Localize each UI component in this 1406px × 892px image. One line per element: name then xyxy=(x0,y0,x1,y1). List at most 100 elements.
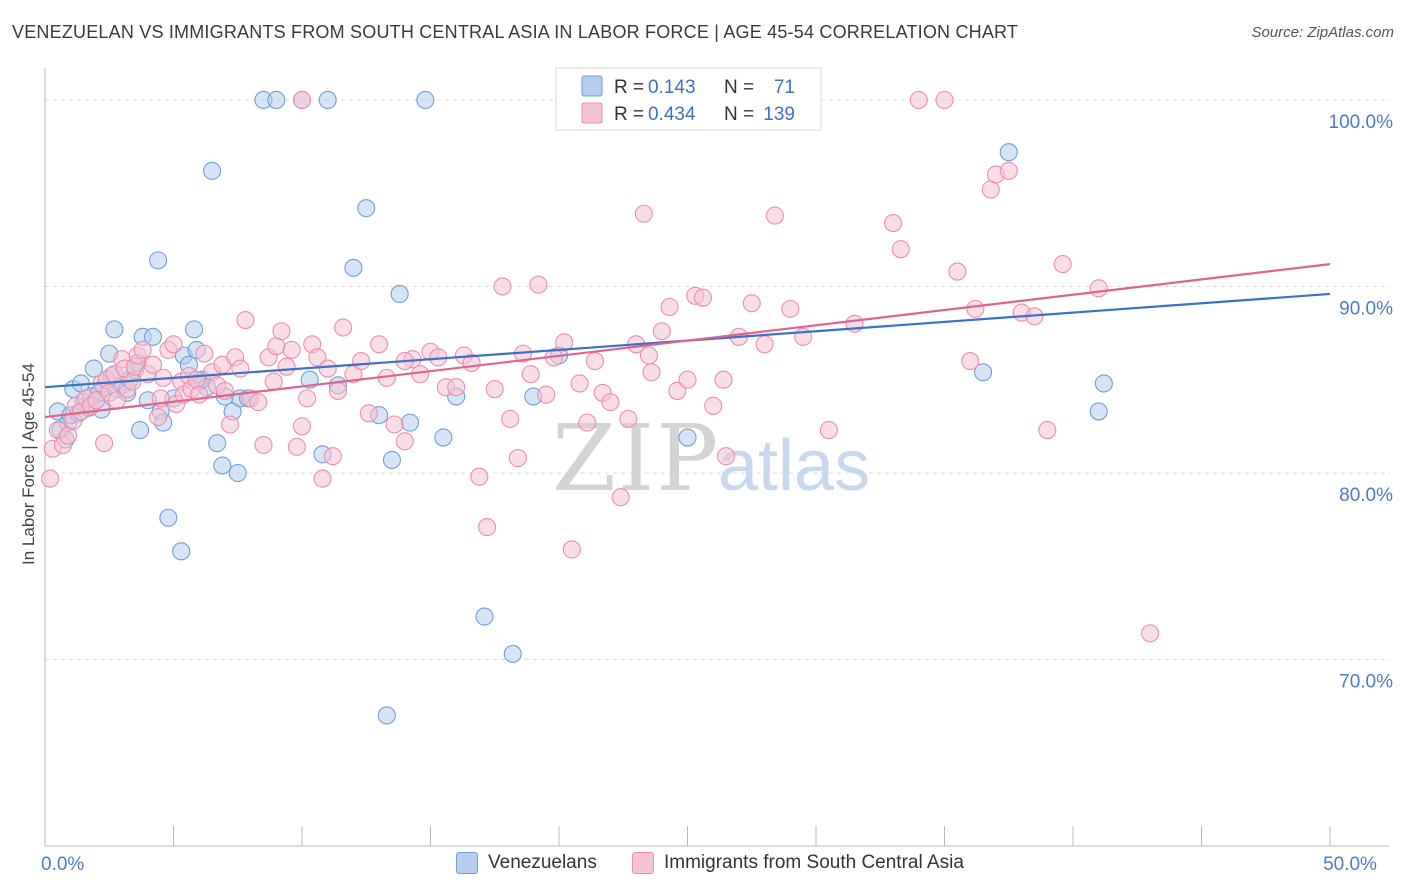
point-south-central-asia xyxy=(220,415,240,434)
correlation-legend: R = 0.143 N = 71 R = 0.434 N = 139 xyxy=(555,67,822,131)
point-venezuelans xyxy=(213,456,232,475)
point-south-central-asia xyxy=(470,467,489,486)
legend-n-value: 139 xyxy=(763,104,795,125)
legend-item-venezuelans: Venezuelans xyxy=(456,852,597,874)
point-venezuelans xyxy=(208,434,227,453)
point-south-central-asia xyxy=(385,415,404,434)
point-south-central-asia xyxy=(562,540,581,559)
point-venezuelans xyxy=(84,359,103,378)
y-tick-label: 100.0% xyxy=(1329,112,1394,133)
axes xyxy=(44,68,1390,847)
point-venezuelans xyxy=(267,90,286,110)
point-south-central-asia xyxy=(529,275,548,294)
legend-r-label: R = xyxy=(614,77,644,98)
point-south-central-asia xyxy=(447,378,466,397)
point-south-central-asia xyxy=(313,469,332,488)
y-axis-label: In Labor Force | Age 45-54 xyxy=(19,363,38,565)
legend-swatch xyxy=(581,75,603,97)
point-south-central-asia xyxy=(352,352,371,371)
point-venezuelans xyxy=(1089,402,1108,421)
point-venezuelans xyxy=(1094,374,1113,393)
point-south-central-asia xyxy=(1053,255,1072,274)
point-south-central-asia xyxy=(601,393,620,412)
point-south-central-asia xyxy=(1089,279,1108,298)
point-south-central-asia xyxy=(611,488,630,507)
point-venezuelans xyxy=(475,607,494,626)
chart-title: VENEZUELAN VS IMMIGRANTS FROM SOUTH CENT… xyxy=(12,22,1019,42)
point-south-central-asia xyxy=(41,469,60,488)
point-south-central-asia xyxy=(328,381,348,400)
point-venezuelans xyxy=(357,199,376,218)
point-south-central-asia xyxy=(693,288,712,307)
point-south-central-asia xyxy=(298,389,317,408)
point-south-central-asia xyxy=(634,204,653,223)
point-venezuelans xyxy=(344,258,363,277)
point-south-central-asia xyxy=(318,359,337,378)
point-south-central-asia xyxy=(961,352,980,371)
point-south-central-asia xyxy=(755,335,774,354)
point-south-central-asia xyxy=(254,435,273,455)
y-tick-label: 80.0% xyxy=(1339,485,1393,506)
point-south-central-asia xyxy=(585,352,605,371)
legend-r-value: 0.143 xyxy=(648,77,696,98)
legend-swatch xyxy=(581,102,603,124)
point-south-central-asia xyxy=(1038,421,1057,440)
point-south-central-asia xyxy=(133,340,152,359)
point-south-central-asia xyxy=(282,340,301,359)
point-venezuelans xyxy=(973,363,993,382)
point-south-central-asia xyxy=(948,262,967,281)
point-venezuelans xyxy=(382,450,402,469)
point-venezuelans xyxy=(390,284,409,303)
point-south-central-asia xyxy=(642,363,661,382)
point-south-central-asia xyxy=(334,318,353,337)
point-south-central-asia xyxy=(323,447,342,466)
point-south-central-asia xyxy=(143,355,162,374)
point-venezuelans xyxy=(434,428,453,447)
point-south-central-asia xyxy=(395,432,414,451)
point-south-central-asia xyxy=(578,413,597,432)
point-south-central-asia xyxy=(765,206,784,225)
point-south-central-asia xyxy=(493,277,512,296)
point-south-central-asia xyxy=(716,447,736,466)
point-south-central-asia xyxy=(1141,624,1160,643)
point-south-central-asia xyxy=(668,381,687,400)
legend-r-label: R = xyxy=(614,104,644,125)
point-south-central-asia xyxy=(485,380,504,399)
point-south-central-asia xyxy=(195,344,214,363)
point-south-central-asia xyxy=(501,409,520,428)
point-south-central-asia xyxy=(359,404,378,423)
bottom-legend: Venezuelans Immigrants from South Centra… xyxy=(0,852,1406,878)
watermark-atlas: atlas xyxy=(718,426,870,506)
point-south-central-asia xyxy=(164,335,183,354)
point-south-central-asia xyxy=(264,372,283,391)
point-venezuelans xyxy=(503,644,522,663)
point-south-central-asia xyxy=(678,370,697,389)
point-south-central-asia xyxy=(639,346,659,365)
point-south-central-asia xyxy=(909,90,928,110)
point-south-central-asia xyxy=(370,335,389,354)
legend-n-value: 71 xyxy=(774,77,795,98)
point-venezuelans xyxy=(400,413,419,432)
point-south-central-asia xyxy=(477,518,497,537)
point-south-central-asia xyxy=(190,385,209,404)
trend-line-south-central-asia xyxy=(44,263,1331,419)
scatter-points xyxy=(41,90,1160,725)
point-south-central-asia xyxy=(891,240,910,259)
y-tick-label: 90.0% xyxy=(1339,298,1393,319)
x-tick-label: 50.0% xyxy=(1323,854,1377,875)
point-south-central-asia xyxy=(781,299,800,318)
point-south-central-asia xyxy=(277,357,296,376)
trend-lines xyxy=(44,263,1331,419)
point-south-central-asia xyxy=(704,396,723,415)
point-south-central-asia xyxy=(966,299,985,318)
tick-labels: 70.0% 80.0% 90.0% 100.0% 0.0% 50.0% xyxy=(41,112,1393,875)
point-venezuelans xyxy=(228,463,247,483)
point-south-central-asia xyxy=(555,333,574,352)
legend-swatch-south-central-asia xyxy=(632,852,654,874)
point-south-central-asia xyxy=(999,161,1018,180)
point-south-central-asia xyxy=(508,449,527,468)
y-tick-label: 70.0% xyxy=(1339,671,1393,692)
legend-label-south-central-asia: Immigrants from South Central Asia xyxy=(664,852,964,873)
point-south-central-asia xyxy=(272,322,291,341)
